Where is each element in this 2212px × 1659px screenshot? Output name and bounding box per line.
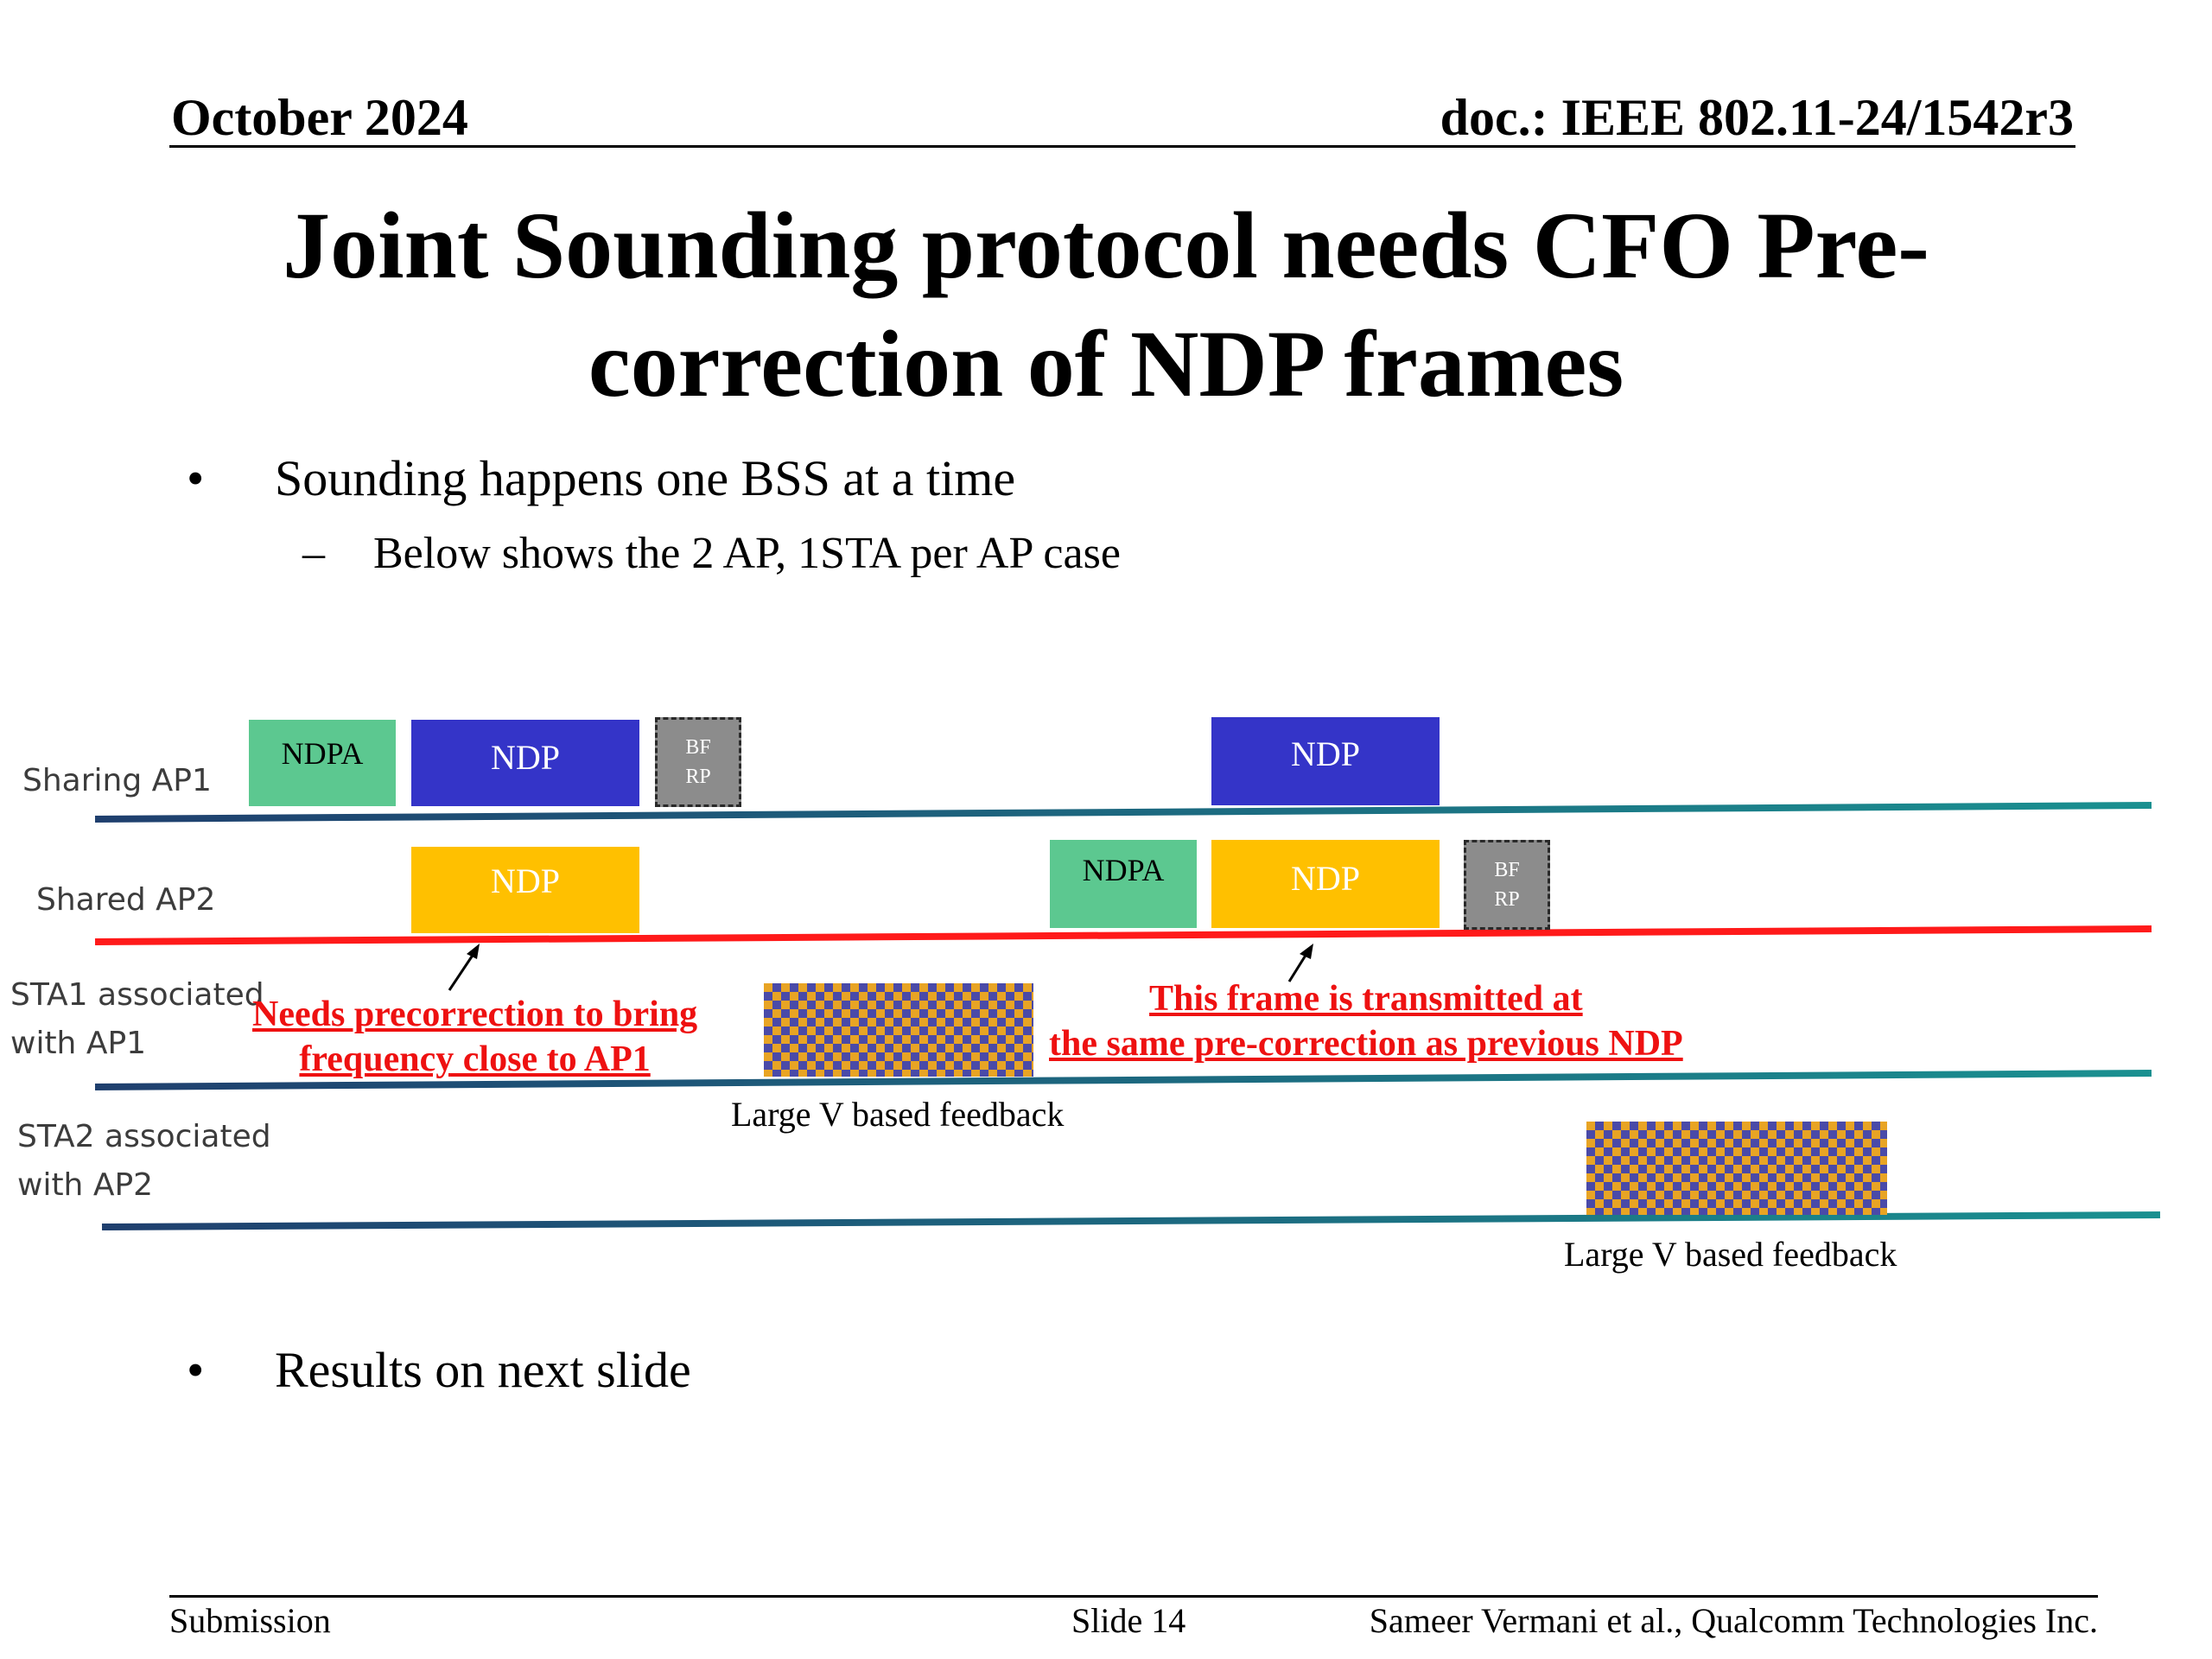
lane-label-sta1: STA1 associated with AP1: [10, 971, 264, 1068]
same-precorrection-note: This frame is transmitted at the same pr…: [1049, 976, 1683, 1066]
note-2-arrow-head: [1300, 944, 1313, 959]
sta1-feedback-label: Large V based feedback: [731, 1095, 1065, 1134]
ap1-bfrp-line2: RP: [685, 766, 711, 788]
sta2-feedback-label: Large V based feedback: [1564, 1235, 1897, 1274]
same-precorrection-note-line1: This frame is transmitted at: [1149, 979, 1583, 1019]
ap2-ndp-frame-1: NDP: [411, 847, 639, 933]
sta2-feedback-block: [1586, 1122, 1887, 1215]
ap1-timeline: [94, 802, 2152, 823]
header-rule: [169, 145, 2075, 148]
sub-bullet-dash: –: [302, 529, 325, 578]
footer-rule: [169, 1595, 2098, 1598]
slide-title: Joint Sounding protocol needs CFO Pre- c…: [0, 187, 2212, 423]
ap1-ndp-frame-2: NDP: [1211, 717, 1440, 805]
footer-slide-number: Slide 14: [1071, 1601, 1186, 1640]
title-line-2: correction of NDP frames: [588, 311, 1624, 416]
sta1-feedback-block: [764, 983, 1033, 1077]
ap2-ndpa-frame: NDPA: [1050, 840, 1197, 928]
ap1-ndp-frame-1: NDP: [411, 720, 639, 806]
lane-label-sta2-line1: STA2 associated: [17, 1119, 271, 1154]
sta1-timeline: [94, 1070, 2152, 1090]
lane-label-sta2-line2: with AP2: [17, 1167, 154, 1203]
bullet-marker-1: •: [187, 450, 205, 506]
ap1-bfrp-line1: BF: [685, 736, 711, 759]
precorrection-note-line2: frequency close to AP1: [299, 1039, 651, 1079]
footer-submission: Submission: [169, 1601, 331, 1640]
same-precorrection-note-line2: the same pre-correction as previous NDP: [1049, 1024, 1683, 1064]
ap2-bfrp-trigger: BF RP: [1464, 840, 1550, 930]
sub-bullet-case: Below shows the 2 AP, 1STA per AP case: [373, 529, 1121, 578]
lane-label-ap2: Shared AP2: [36, 882, 216, 918]
ap1-bfrp-trigger: BF RP: [655, 717, 741, 807]
ap2-timeline: [94, 925, 2152, 945]
sta2-timeline: [101, 1211, 2161, 1230]
note-2-arrow-shaft: [1287, 953, 1308, 982]
note-1-arrow-head: [467, 944, 480, 959]
ap2-bfrp-line1: BF: [1494, 859, 1520, 881]
header-date: October 2024: [171, 89, 468, 146]
note-1-arrow-shaft: [448, 953, 475, 991]
ap2-ndp-frame-2: NDP: [1211, 840, 1440, 928]
title-line-1: Joint Sounding protocol needs CFO Pre-: [283, 193, 1929, 298]
precorrection-note-line1: Needs precorrection to bring: [252, 995, 698, 1034]
bullet-results: Results on next slide: [275, 1342, 691, 1398]
precorrection-note: Needs precorrection to bring frequency c…: [252, 992, 697, 1082]
ap2-bfrp-line2: RP: [1494, 888, 1520, 911]
lane-label-sta2: STA2 associated with AP2: [17, 1113, 271, 1210]
ap1-ndpa-frame: NDPA: [249, 720, 396, 806]
lane-label-sta1-line1: STA1 associated: [10, 977, 264, 1013]
lane-label-sta1-line2: with AP1: [10, 1026, 147, 1061]
lane-label-ap1: Sharing AP1: [22, 763, 212, 798]
footer-authors: Sameer Vermani et al., Qualcomm Technolo…: [1369, 1601, 2098, 1640]
bullet-sounding: Sounding happens one BSS at a time: [275, 450, 1016, 506]
bullet-marker-2: •: [187, 1342, 205, 1398]
header-doc-number: doc.: IEEE 802.11-24/1542r3: [1440, 89, 2074, 146]
